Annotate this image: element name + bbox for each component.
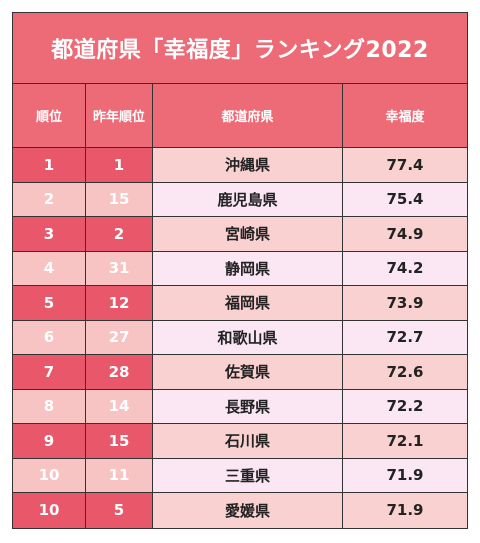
header-rank: 順位 [13, 84, 86, 147]
table-row: 8 14 長野県 72.2 [13, 389, 467, 424]
happiness-cell: 72.6 [343, 355, 467, 389]
prefecture-cell: 福岡県 [153, 286, 343, 320]
happiness-cell: 72.1 [343, 424, 467, 458]
prefecture-cell: 愛媛県 [153, 493, 343, 528]
rank-cell: 8 [13, 389, 86, 423]
table-row: 4 31 静岡県 74.2 [13, 251, 467, 286]
rank-cell: 7 [13, 355, 86, 389]
header-prev-rank: 昨年順位 [86, 84, 153, 147]
table-body: 1 1 沖縄県 77.4 2 15 鹿児島県 75.4 3 2 宮崎県 74.9 4 31 静岡県 74.2 5… [13, 148, 467, 528]
table-row: 2 15 鹿児島県 75.4 [13, 182, 467, 217]
happiness-cell: 72.2 [343, 389, 467, 423]
table-row: 10 5 愛媛県 71.9 [13, 493, 467, 528]
happiness-cell: 71.9 [343, 458, 467, 492]
table-row: 3 2 宮崎県 74.9 [13, 217, 467, 252]
table-row: 10 11 三重県 71.9 [13, 458, 467, 493]
ranking-table: 都道府県「幸福度」ランキング2022 順位 昨年順位 都道府県 幸福度 1 1 沖縄… [12, 12, 468, 529]
rank-cell: 10 [13, 458, 86, 492]
rank-cell: 4 [13, 251, 86, 285]
prefecture-cell: 佐賀県 [153, 355, 343, 389]
rank-cell: 3 [13, 217, 86, 251]
prev-rank-cell: 31 [86, 251, 153, 285]
table-row: 9 15 石川県 72.1 [13, 424, 467, 459]
prefecture-cell: 静岡県 [153, 251, 343, 285]
table-row: 1 1 沖縄県 77.4 [13, 148, 467, 183]
rank-cell: 6 [13, 320, 86, 354]
prefecture-cell: 石川県 [153, 424, 343, 458]
prefecture-cell: 沖縄県 [153, 148, 343, 182]
table-title: 都道府県「幸福度」ランキング2022 [13, 13, 467, 84]
prev-rank-cell: 5 [86, 493, 153, 528]
prev-rank-cell: 15 [86, 424, 153, 458]
prev-rank-cell: 12 [86, 286, 153, 320]
prev-rank-cell: 28 [86, 355, 153, 389]
table-row: 6 27 和歌山県 72.7 [13, 320, 467, 355]
prev-rank-cell: 2 [86, 217, 153, 251]
rank-cell: 2 [13, 182, 86, 216]
prev-rank-cell: 14 [86, 389, 153, 423]
rank-cell: 9 [13, 424, 86, 458]
rank-cell: 5 [13, 286, 86, 320]
happiness-cell: 74.9 [343, 217, 467, 251]
table-row: 7 28 佐賀県 72.6 [13, 355, 467, 390]
prefecture-cell: 長野県 [153, 389, 343, 423]
rank-cell: 1 [13, 148, 86, 182]
happiness-cell: 74.2 [343, 251, 467, 285]
header-happiness: 幸福度 [343, 84, 467, 147]
header-row: 順位 昨年順位 都道府県 幸福度 [13, 84, 467, 148]
happiness-cell: 75.4 [343, 182, 467, 216]
happiness-cell: 77.4 [343, 148, 467, 182]
prev-rank-cell: 15 [86, 182, 153, 216]
prefecture-cell: 宮崎県 [153, 217, 343, 251]
happiness-cell: 71.9 [343, 493, 467, 528]
rank-cell: 10 [13, 493, 86, 528]
prev-rank-cell: 1 [86, 148, 153, 182]
prev-rank-cell: 11 [86, 458, 153, 492]
header-prefecture: 都道府県 [153, 84, 343, 147]
prefecture-cell: 三重県 [153, 458, 343, 492]
prefecture-cell: 鹿児島県 [153, 182, 343, 216]
happiness-cell: 73.9 [343, 286, 467, 320]
prev-rank-cell: 27 [86, 320, 153, 354]
table-row: 5 12 福岡県 73.9 [13, 286, 467, 321]
happiness-cell: 72.7 [343, 320, 467, 354]
prefecture-cell: 和歌山県 [153, 320, 343, 354]
